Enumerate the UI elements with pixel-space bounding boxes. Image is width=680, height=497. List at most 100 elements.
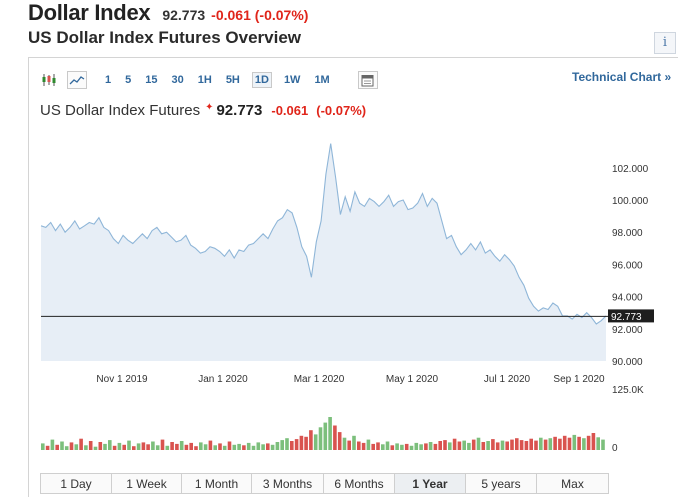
volume-bar: [342, 437, 347, 450]
volume-bar: [481, 442, 486, 450]
volume-bar: [222, 445, 227, 450]
volume-bar: [136, 443, 141, 450]
candlestick-icon[interactable]: [39, 71, 59, 89]
tab-max[interactable]: Max: [537, 474, 608, 493]
volume-bar: [237, 443, 241, 450]
volume-bar: [491, 439, 495, 450]
volume-bar: [246, 442, 251, 450]
line-chart-icon[interactable]: [67, 71, 87, 89]
volume-bar: [266, 443, 270, 450]
volume-bar: [290, 441, 294, 450]
volume-bar: [409, 445, 414, 450]
x-tick-label: Jul 1 2020: [484, 374, 531, 385]
header-change: -0.061 (-0.07%): [211, 7, 309, 23]
volume-bar: [93, 446, 98, 450]
y-tick-label: 92.000: [612, 325, 643, 336]
live-marker-icon: ✦: [205, 102, 214, 113]
tab-3-months[interactable]: 3 Months: [252, 474, 324, 493]
volume-bar: [194, 446, 198, 450]
volume-bar: [146, 444, 150, 450]
volume-bar: [381, 444, 385, 450]
overview-title: US Dollar Index Futures Overview: [28, 28, 302, 47]
price-chart[interactable]: 102.000 100.000 98.000 96.000 94.000 92.000 90…: [29, 58, 679, 470]
volume-bar: [218, 443, 222, 450]
y-tick-label: 102.000: [612, 164, 649, 175]
range-30min[interactable]: 30: [171, 74, 184, 86]
volume-bar: [519, 440, 524, 450]
range-5h[interactable]: 5H: [225, 74, 240, 86]
volume-tick-label: 0: [612, 443, 618, 454]
volume-bar: [428, 442, 433, 450]
volume-bar: [256, 442, 261, 450]
volume-bar: [251, 445, 256, 450]
volume-bar: [424, 443, 428, 450]
volume-bar: [132, 446, 136, 450]
chart-instrument-name: US Dollar Index Futures: [40, 102, 201, 119]
volume-bar: [184, 444, 189, 450]
range-1min[interactable]: 1: [105, 74, 112, 86]
y-tick-label: 96.000: [612, 260, 643, 271]
volume-bar: [270, 444, 275, 450]
volume-bar: [400, 444, 404, 450]
volume-bar: [304, 436, 308, 450]
volume-bar: [376, 442, 380, 450]
volume-bar: [558, 438, 562, 450]
info-icon[interactable]: i: [654, 32, 676, 54]
volume-bar: [155, 445, 160, 450]
volume-bar: [601, 439, 605, 450]
range-1h[interactable]: 1H: [197, 74, 212, 86]
volume-bar: [462, 440, 466, 450]
chart-toolbar: 1 5 15 30 1H 5H 1D 1W 1M: [39, 70, 378, 90]
range-1m[interactable]: 1M: [314, 74, 330, 86]
volume-bar: [160, 439, 165, 450]
volume-bar: [285, 438, 289, 450]
volume-bar: [586, 435, 591, 450]
volume-bar: [112, 445, 117, 450]
volume-bar: [189, 442, 193, 450]
volume-bar: [84, 445, 88, 450]
volume-bar: [141, 442, 146, 450]
volume-bar: [448, 442, 452, 450]
volume-bar: [45, 445, 50, 450]
volume-bar: [591, 433, 596, 450]
volume-bar: [505, 441, 509, 450]
volume-bar: [572, 434, 577, 450]
volume-bar: [55, 444, 59, 450]
volume-bar: [323, 422, 328, 450]
y-tick-label: 94.000: [612, 293, 643, 304]
tab-5-years[interactable]: 5 years: [466, 474, 537, 493]
volume-bar: [515, 438, 519, 450]
range-15min[interactable]: 15: [145, 74, 158, 86]
volume-bar: [318, 427, 323, 450]
header-price: 92.773: [162, 7, 206, 23]
range-1w[interactable]: 1W: [283, 74, 301, 86]
range-1d[interactable]: 1D: [251, 72, 272, 88]
volume-tick-label: 125.0K: [612, 385, 644, 396]
y-tick-label: 98.000: [612, 228, 643, 239]
technical-chart-link[interactable]: Technical Chart »: [572, 70, 672, 84]
volume-bar: [366, 439, 371, 450]
volume-bar: [471, 439, 476, 450]
tab-1-week[interactable]: 1 Week: [112, 474, 182, 493]
volume-bar: [337, 432, 342, 450]
volume-bar: [199, 442, 203, 450]
calendar-icon[interactable]: [357, 71, 378, 89]
volume-bar: [175, 443, 179, 450]
volume-bar: [510, 439, 514, 450]
range-5min[interactable]: 5: [125, 74, 132, 86]
volume-bar: [395, 443, 399, 450]
x-tick-label: Sep 1 2020: [553, 374, 605, 385]
volume-bar: [299, 435, 304, 450]
tab-1-month[interactable]: 1 Month: [182, 474, 252, 493]
tab-1-day[interactable]: 1 Day: [41, 474, 112, 493]
tab-1-year[interactable]: 1 Year: [395, 474, 466, 493]
volume-bar: [309, 430, 313, 450]
volume-bar: [232, 444, 237, 450]
volume-bar: [41, 443, 45, 450]
tab-6-months[interactable]: 6 Months: [324, 474, 395, 493]
volume-bar: [69, 442, 74, 450]
price-line: [40, 143, 607, 325]
volume-bar: [562, 435, 567, 450]
volume-bar: [203, 444, 208, 450]
volume-bar: [213, 445, 217, 450]
